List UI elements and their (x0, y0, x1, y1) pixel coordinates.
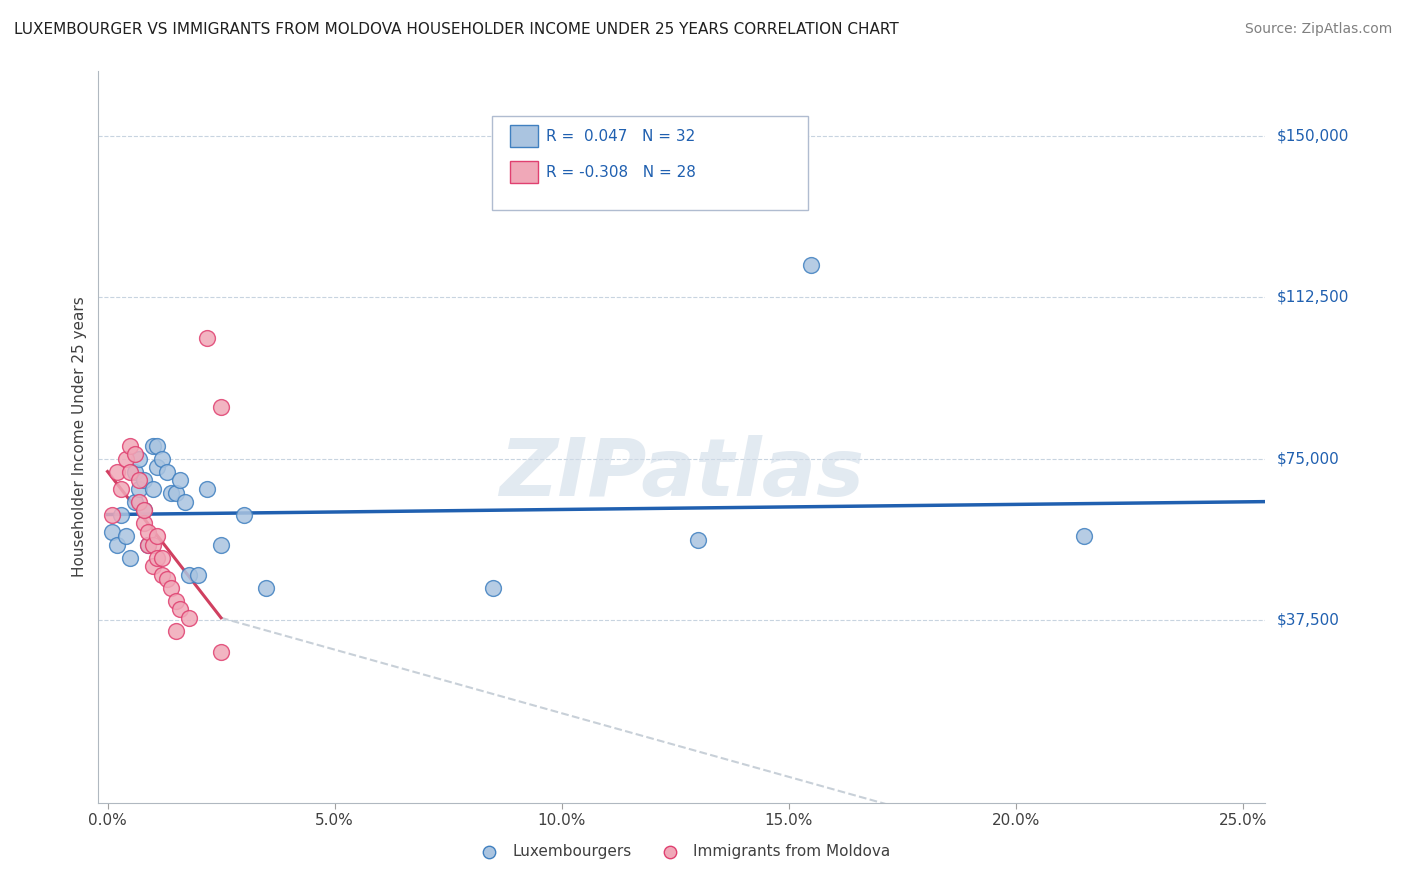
Point (187, 567, 209, 582)
Point (120, 550, 142, 565)
Point (155, 465, 177, 479)
Text: R = -0.308   N = 28: R = -0.308 N = 28 (546, 165, 696, 179)
Point (142, 538, 165, 552)
Point (128, 473, 150, 487)
Point (132, 516, 155, 530)
Legend: Luxembourgers, Immigrants from Moldova: Luxembourgers, Immigrants from Moldova (468, 838, 896, 864)
Point (132, 473, 155, 487)
Point (138, 524, 160, 539)
Point (105, 538, 128, 552)
Point (138, 538, 160, 552)
Point (101, 508, 124, 522)
Text: ZIPatlas: ZIPatlas (499, 434, 865, 513)
Point (146, 460, 169, 475)
Point (120, 465, 142, 479)
Point (160, 486, 183, 500)
Point (105, 465, 128, 479)
Point (197, 482, 219, 496)
Point (254, 581, 277, 595)
Point (165, 624, 187, 638)
Point (146, 529, 169, 543)
Point (110, 482, 132, 496)
Point (132, 503, 155, 517)
Point (232, 508, 254, 522)
Point (165, 593, 187, 607)
Point (124, 465, 146, 479)
Text: Source: ZipAtlas.com: Source: ZipAtlas.com (1244, 22, 1392, 37)
Point (155, 572, 177, 586)
Point (110, 508, 132, 522)
Point (209, 645, 232, 659)
Point (124, 494, 146, 508)
Point (800, 258, 823, 272)
Text: $150,000: $150,000 (1277, 128, 1348, 144)
Point (142, 439, 165, 453)
Point (150, 550, 173, 565)
Point (128, 494, 150, 508)
Point (150, 567, 173, 582)
Point (209, 538, 232, 552)
Point (197, 331, 219, 345)
Point (142, 482, 165, 496)
Point (120, 439, 142, 453)
Text: $75,000: $75,000 (1277, 451, 1340, 467)
Point (132, 503, 155, 517)
Point (146, 439, 169, 453)
Point (146, 550, 169, 565)
Text: $37,500: $37,500 (1277, 613, 1340, 627)
Point (165, 486, 187, 500)
Point (101, 524, 124, 539)
Text: $112,500: $112,500 (1277, 290, 1348, 305)
Point (150, 451, 173, 466)
Point (128, 451, 150, 466)
Text: R =  0.047   N = 32: R = 0.047 N = 32 (546, 129, 695, 144)
Text: LUXEMBOURGER VS IMMIGRANTS FROM MOLDOVA HOUSEHOLDER INCOME UNDER 25 YEARS CORREL: LUXEMBOURGER VS IMMIGRANTS FROM MOLDOVA … (14, 22, 898, 37)
Point (160, 581, 183, 595)
Point (114, 451, 136, 466)
Y-axis label: Householder Income Under 25 years: Householder Income Under 25 years (72, 297, 87, 577)
Point (1073, 529, 1095, 543)
Point (169, 473, 191, 487)
Point (179, 567, 201, 582)
Point (482, 581, 505, 595)
Point (124, 447, 146, 461)
Point (138, 538, 160, 552)
Point (686, 533, 709, 548)
Point (142, 559, 165, 574)
Point (173, 494, 195, 508)
Point (209, 400, 232, 414)
Point (179, 611, 201, 625)
Point (114, 529, 136, 543)
Point (128, 482, 150, 496)
Point (169, 602, 191, 616)
